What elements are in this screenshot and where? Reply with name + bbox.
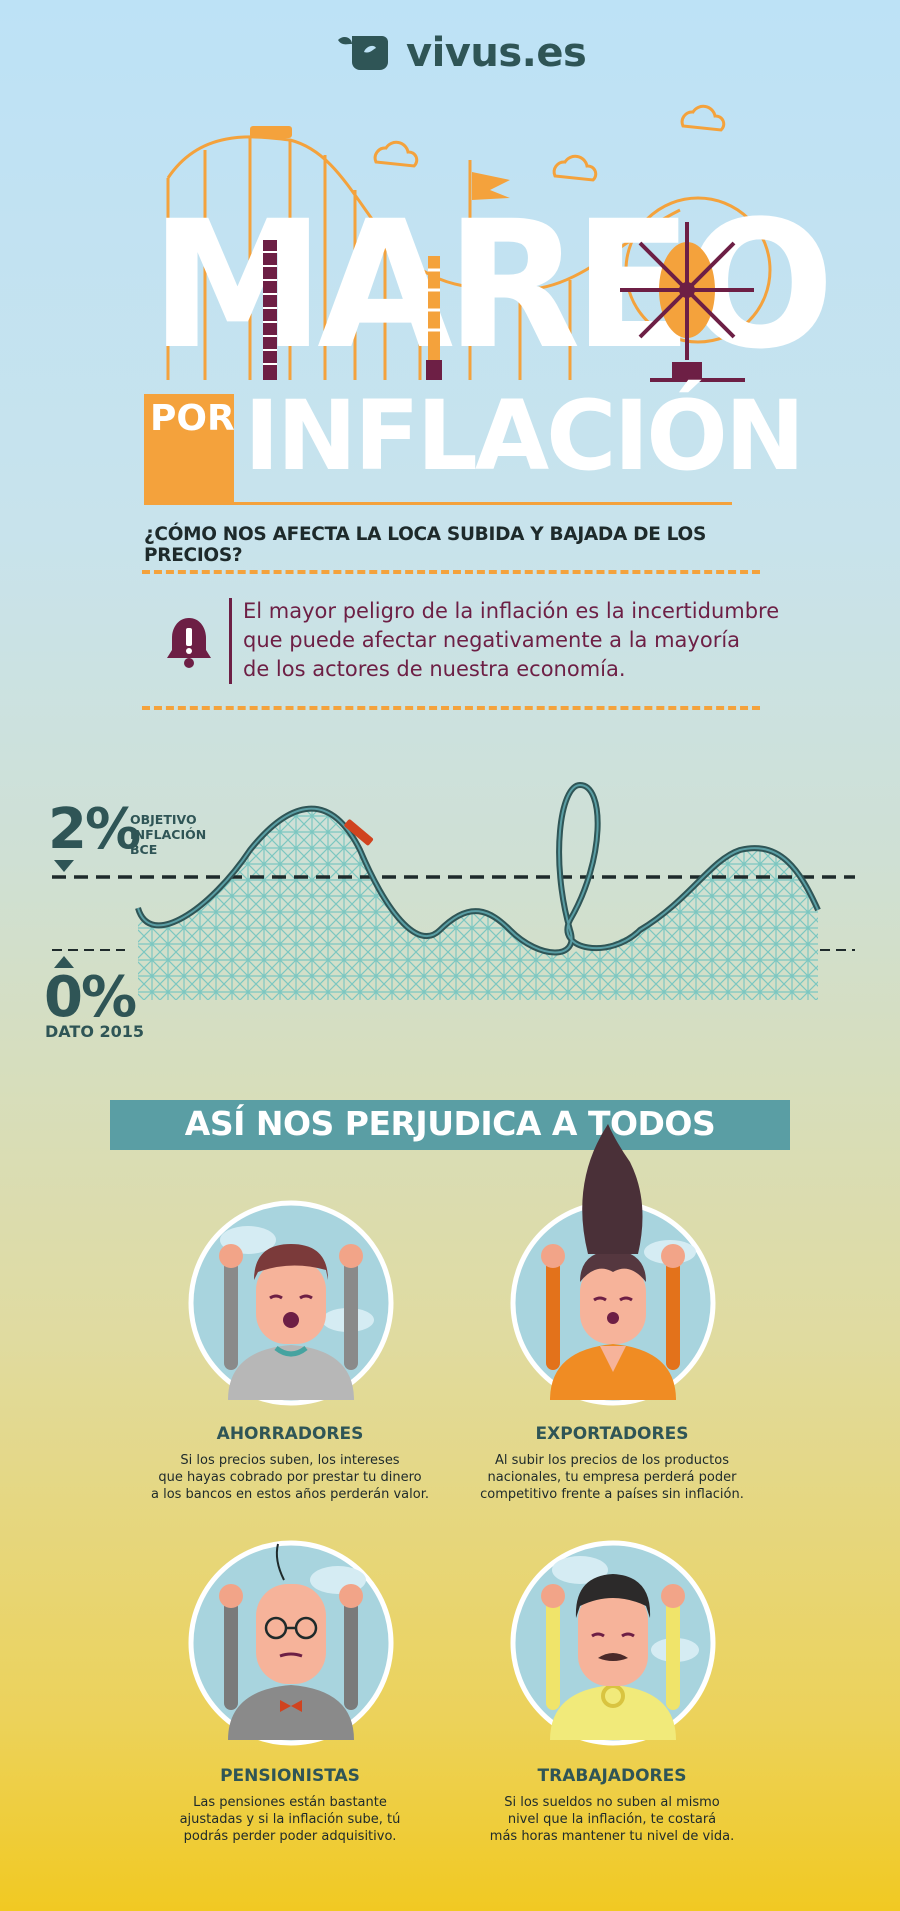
group-desc-line: Si los sueldos no suben al mismo (504, 1795, 720, 1810)
group-desc-line: Las pensiones están bastante (193, 1795, 387, 1810)
group-title-ahorradores: AHORRADORES (216, 1424, 364, 1444)
group-desc-line: más horas mantener tu nivel de vida. (489, 1829, 735, 1844)
por-box (144, 394, 234, 502)
warning-line: El mayor peligro de la inflación es la i… (243, 599, 780, 623)
title-illustration (166, 104, 772, 380)
exportadores-avatar (510, 1124, 716, 1406)
brand-name: vivus.es (406, 30, 587, 76)
warning-text: El mayor peligro de la inflación es la i… (243, 597, 780, 684)
section-banner-title: ASÍ NOS PERJUDICA A TODOS (184, 1104, 716, 1143)
trabajadores-avatar (510, 1540, 716, 1746)
group-desc-line: podrás perder poder adquisitivo. (183, 1829, 397, 1844)
group-desc-line: competitivo frente a países sin inflació… (480, 1487, 744, 1502)
group-desc-line: Si los precios suben, los intereses (180, 1453, 400, 1468)
brand-logo[interactable]: vivus.es (336, 30, 587, 76)
group-desc-trabajadores: Si los sueldos no suben al mismo nivel q… (452, 1794, 772, 1845)
group-desc-exportadores: Al subir los precios de los productos na… (452, 1452, 772, 1503)
group-title-trabajadores: TRABAJADORES (537, 1766, 687, 1786)
group-desc-ahorradores: Si los precios suben, los intereses que … (130, 1452, 450, 1503)
mareo-decorations (263, 222, 754, 382)
target-label: OBJETIVO INFLACIÓN BCE (130, 812, 206, 857)
section-banner (110, 1100, 790, 1150)
group-title-pensionistas: PENSIONISTAS (220, 1766, 360, 1786)
actual-value: 0% (44, 965, 137, 1030)
vivus-leaf-icon (338, 36, 388, 70)
target-value: 2% (48, 797, 141, 862)
group-desc-line: nacionales, tu empresa perderá poder (487, 1470, 737, 1485)
group-title-exportadores: EXPORTADORES (535, 1424, 689, 1444)
actual-label: DATO 2015 (45, 1022, 145, 1041)
ahorradores-avatar (188, 1200, 394, 1406)
dashed-divider-top (142, 570, 760, 574)
title-por: POR (150, 398, 235, 439)
bell-alert-icon (167, 618, 211, 668)
dashed-divider-bottom (142, 706, 760, 710)
warning-line: de los actores de nuestra economía. (243, 657, 626, 681)
group-desc-line: nivel que la inflación, te costará (507, 1812, 717, 1827)
group-desc-pensionistas: Las pensiones están bastante ajustadas y… (130, 1794, 450, 1845)
group-desc-line: que hayas cobrado por prestar tu dinero (158, 1470, 422, 1485)
group-desc-line: ajustadas y si la inflación sube, tú (179, 1812, 401, 1827)
warning-line: que puede afectar negativamente a la may… (243, 628, 741, 652)
subtitle: ¿CÓMO NOS AFECTA LA LOCA SUBIDA Y BAJADA… (144, 524, 706, 566)
title-underline (144, 502, 732, 505)
rollercoaster-illustration (52, 781, 855, 1000)
target-label-line: INFLACIÓN (130, 827, 207, 842)
target-label-line: BCE (130, 842, 158, 857)
pensionistas-avatar (188, 1540, 394, 1746)
warning-bar (229, 598, 232, 684)
group-desc-line: Al subir los precios de los productos (495, 1453, 729, 1468)
group-desc-line: a los bancos en estos años perderán valo… (150, 1487, 429, 1502)
title-inflacion: INFLACIÓN (244, 380, 805, 492)
target-label-line: OBJETIVO (130, 812, 197, 827)
